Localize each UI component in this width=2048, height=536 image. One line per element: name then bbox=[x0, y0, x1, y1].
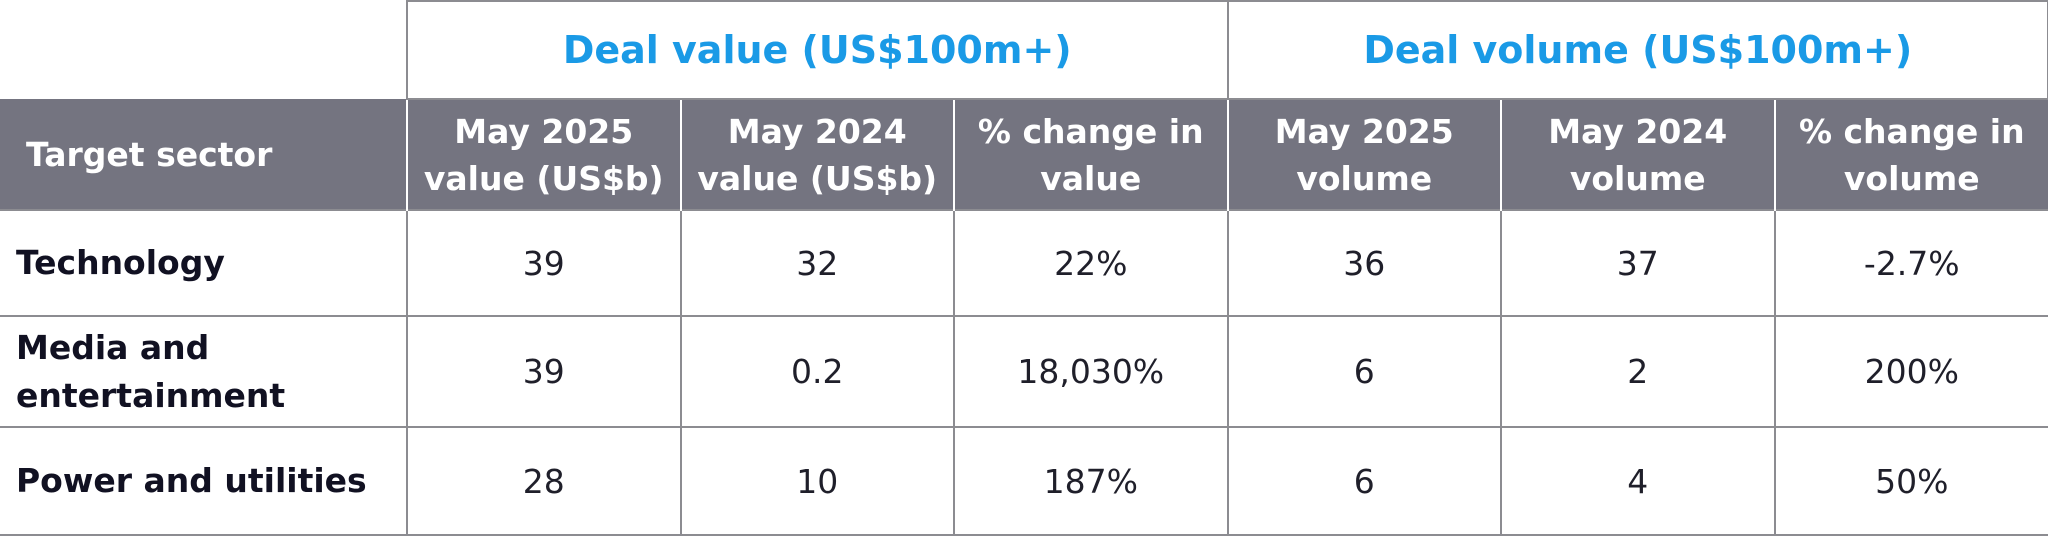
table-cell: 6 bbox=[1226, 315, 1503, 428]
corner-cell bbox=[0, 1, 408, 99]
table-cell: 4 bbox=[1500, 426, 1776, 536]
table-cell: 2 bbox=[1500, 315, 1776, 428]
table-cell: 32 bbox=[679, 209, 955, 317]
table-cell: 6 bbox=[1226, 426, 1503, 536]
deal-value-group-header: Deal value (US$100m+) bbox=[406, 0, 1229, 100]
table-row: Power and utilities 28 10 187% 6 4 50% bbox=[0, 426, 2048, 536]
table-cell: 0.2 bbox=[679, 315, 955, 428]
table-cell: 39 bbox=[406, 315, 682, 428]
table-cell: 200% bbox=[1773, 315, 2048, 428]
column-header-change-in-value: % change in value bbox=[953, 99, 1229, 210]
group-header-row: Deal value (US$100m+) Deal volume (US$10… bbox=[0, 0, 2048, 100]
table-cell: 50% bbox=[1773, 426, 2048, 536]
column-header-row: Target sector May 2025 value (US$b) May … bbox=[0, 99, 2048, 210]
column-header-change-in-volume: % change in volume bbox=[1773, 99, 2048, 210]
table-row: Media and entertainment 39 0.2 18,030% 6… bbox=[0, 315, 2048, 428]
table-cell: 37 bbox=[1500, 209, 1776, 317]
table-cell: 187% bbox=[953, 426, 1229, 536]
table-cell: 22% bbox=[953, 209, 1229, 317]
table-cell: 39 bbox=[406, 209, 682, 317]
row-sector-label: Power and utilities bbox=[0, 426, 408, 536]
column-header-may-2025-volume: May 2025 volume bbox=[1226, 99, 1503, 210]
deal-volume-group-header: Deal volume (US$100m+) bbox=[1226, 0, 2048, 100]
table-cell: 36 bbox=[1226, 209, 1503, 317]
column-header-may-2024-value: May 2024 value (US$b) bbox=[679, 99, 955, 210]
table-cell: 10 bbox=[679, 426, 955, 536]
table-cell: -2.7% bbox=[1773, 209, 2048, 317]
row-sector-label: Technology bbox=[0, 209, 408, 317]
table-cell: 28 bbox=[406, 426, 682, 536]
column-header-may-2024-volume: May 2024 volume bbox=[1500, 99, 1776, 210]
table-row: Technology 39 32 22% 36 37 -2.7% bbox=[0, 209, 2048, 317]
column-header-may-2025-value: May 2025 value (US$b) bbox=[406, 99, 682, 210]
row-sector-label: Media and entertainment bbox=[0, 315, 408, 428]
table-cell: 18,030% bbox=[953, 315, 1229, 428]
column-header-target-sector: Target sector bbox=[0, 99, 408, 210]
